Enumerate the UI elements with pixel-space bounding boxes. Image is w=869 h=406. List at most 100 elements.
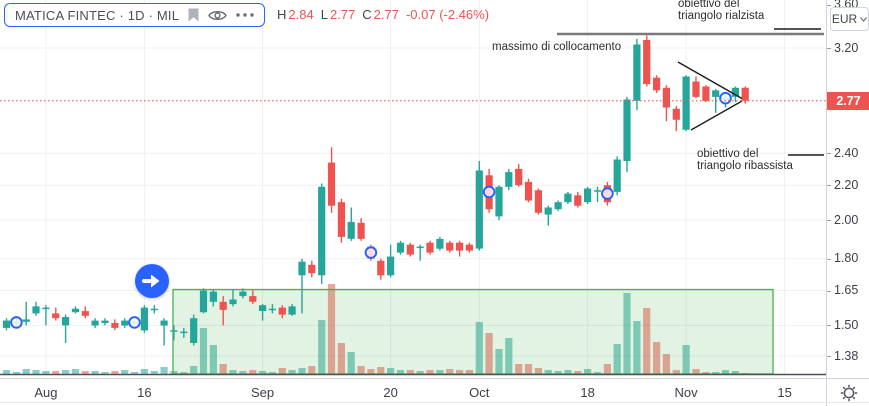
time-axis[interactable]: Aug 16 Sep 20 Oct 18 Nov 15 <box>0 378 826 406</box>
candle-body <box>515 168 523 186</box>
more-dots-icon[interactable] <box>236 13 254 17</box>
volume-bar <box>42 371 50 374</box>
right-arrow-icon <box>142 274 160 288</box>
volume-bar <box>239 371 247 374</box>
event-marker-icon[interactable] <box>128 316 141 329</box>
candle-body <box>22 319 30 322</box>
volume-bar <box>111 371 119 374</box>
annotation-target-bullish[interactable]: obiettivo del triangolo rialzista <box>678 0 765 22</box>
candle-body <box>288 306 296 315</box>
volume-zone-box[interactable] <box>172 288 774 375</box>
volume-bar <box>465 370 473 374</box>
candle-body <box>62 317 70 326</box>
event-marker-icon[interactable] <box>482 185 496 199</box>
price-tick <box>827 185 831 187</box>
candle-body <box>446 242 454 251</box>
candle-body <box>357 222 365 239</box>
volume-bar <box>209 345 217 374</box>
candle-body <box>229 299 237 305</box>
axis-settings-cell[interactable] <box>826 378 869 406</box>
candle-body <box>672 108 680 120</box>
price-axis-label: 2.40 <box>834 145 859 160</box>
volume-bar <box>515 364 523 374</box>
candle-body <box>731 87 739 97</box>
event-marker-icon[interactable] <box>719 91 732 105</box>
candle-body <box>318 186 326 276</box>
currency-selector[interactable]: EUR <box>830 7 869 31</box>
volume-bar <box>396 370 405 374</box>
scroll-to-latest-button[interactable] <box>135 264 169 298</box>
price-tick <box>827 4 831 6</box>
eye-icon[interactable] <box>208 9 228 22</box>
volume-bar <box>308 366 316 374</box>
event-marker-icon[interactable] <box>10 316 23 329</box>
candle-body <box>633 44 641 101</box>
volume-bar <box>702 372 710 374</box>
volume-bar <box>268 372 276 374</box>
chart-canvas[interactable]: MATICA FINTEC · 1D · MIL H 2.84 L 2.77 C 2.77… <box>0 0 826 378</box>
volume-bar <box>81 371 89 374</box>
volume-bar <box>416 371 424 374</box>
candle-body <box>347 221 355 239</box>
triangle-upper-line[interactable] <box>677 61 743 100</box>
price-axis-label: 2.00 <box>834 212 859 227</box>
close-label: C <box>362 7 372 22</box>
candle-body <box>712 90 720 97</box>
annotation-placement-high[interactable]: massimo di collocamento <box>492 41 622 53</box>
candle-body <box>268 308 276 311</box>
volume-bar <box>71 369 80 374</box>
volume-bar <box>101 372 109 374</box>
volume-bar <box>584 369 592 374</box>
candle-body <box>259 305 267 311</box>
candle-body <box>377 260 385 276</box>
flag-icon[interactable] <box>188 8 199 22</box>
candle-body <box>101 320 109 323</box>
volume-bar <box>190 366 198 374</box>
candle-body <box>81 311 89 316</box>
close-value: 2.77 <box>373 7 399 22</box>
volume-bar <box>347 352 355 374</box>
volume-bar <box>259 371 267 374</box>
price-axis-label: 3.60 <box>834 0 859 12</box>
price-tick <box>827 258 831 260</box>
volume-bar <box>91 371 99 374</box>
candle-body <box>209 291 217 302</box>
candle-body <box>495 186 503 217</box>
candle-body <box>692 81 700 97</box>
volume-bar <box>150 371 158 374</box>
candle-body <box>426 242 434 253</box>
candle-body <box>416 246 424 249</box>
volume-bar <box>633 321 641 374</box>
annotation-target-bearish[interactable]: obiettivo del triangolo ribassista <box>697 148 793 172</box>
price-axis[interactable]: EUR 2.77 3.60 3.20 2.40 2.20 2.00 1.80 1.65 1.5… <box>826 0 869 378</box>
volume-bar <box>387 368 395 374</box>
candle-body <box>327 162 336 206</box>
candle-body <box>505 172 513 187</box>
symbol-legend[interactable]: MATICA FINTEC · 1D · MIL <box>4 3 266 27</box>
volume-bar <box>475 322 483 374</box>
candle-body <box>387 256 395 276</box>
volume-bar <box>436 370 444 374</box>
price-axis-label: 3.20 <box>834 40 859 55</box>
candle-body <box>249 296 257 302</box>
volume-bar <box>298 368 306 374</box>
candle-body <box>574 195 582 206</box>
candle-body <box>662 87 670 108</box>
time-axis-label: Aug <box>34 385 58 400</box>
time-axis-label: Nov <box>674 385 698 400</box>
change-value: -0.07 (-2.46%) <box>405 7 490 22</box>
volume-bar <box>426 370 434 374</box>
price-tick <box>827 220 831 222</box>
event-marker-icon[interactable] <box>364 246 378 259</box>
gear-icon[interactable] <box>840 384 858 402</box>
volume-bar <box>682 345 690 374</box>
candle-body <box>337 202 345 237</box>
triangle-lower-line[interactable] <box>690 100 743 131</box>
candle-body <box>653 77 661 91</box>
price-tick <box>827 325 831 327</box>
volume-bar <box>12 372 20 374</box>
price-tick <box>827 356 831 357</box>
candle-body <box>554 202 562 210</box>
event-marker-icon[interactable] <box>601 187 614 200</box>
